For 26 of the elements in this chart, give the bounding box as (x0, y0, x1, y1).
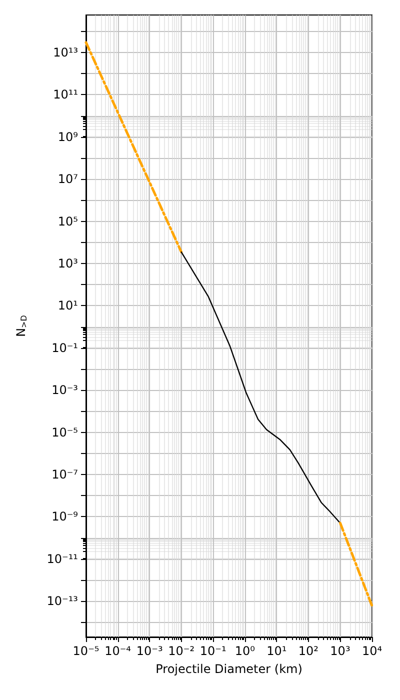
y-tick-label: 10⁷ (58, 172, 78, 186)
y-tick-label: 10⁻³ (52, 383, 78, 398)
x-tick-label: 10⁴ (362, 644, 382, 658)
y-tick-label: 10¹¹ (53, 88, 78, 102)
y-tick-label: 10⁻⁷ (52, 468, 78, 482)
x-tick-label: 10³ (330, 644, 350, 658)
x-tick-label: 10⁻³ (136, 644, 163, 658)
x-tick-label: 10⁻⁵ (72, 644, 100, 658)
x-tick-label: 10¹ (266, 644, 287, 658)
x-tick-label: 10² (298, 644, 319, 658)
y-tick-label: 10¹³ (53, 46, 78, 60)
y-tick-label: 10⁵ (58, 214, 78, 228)
x-tick-label: 10⁰ (234, 644, 256, 658)
y-tick-label: 10⁻¹¹ (46, 552, 78, 566)
y-tick-label: 10⁻¹ (52, 340, 78, 355)
y-tick-label: 10⁻¹³ (46, 594, 78, 608)
y-tick-label: 10¹ (58, 298, 78, 313)
y-axis-title: N>D (14, 315, 28, 337)
x-tick-label: 10⁻⁴ (104, 644, 132, 658)
y-tick-label: 10⁻⁹ (52, 510, 78, 524)
x-axis-title: Projectile Diameter (km) (156, 662, 302, 676)
y-tick-label: 10⁹ (58, 130, 78, 144)
y-tick-label: 10³ (58, 256, 78, 271)
y-tick-label: 10⁻⁵ (52, 425, 78, 440)
x-tick-label: 10⁻¹ (200, 644, 227, 658)
x-tick-label: 10⁻² (168, 644, 195, 658)
